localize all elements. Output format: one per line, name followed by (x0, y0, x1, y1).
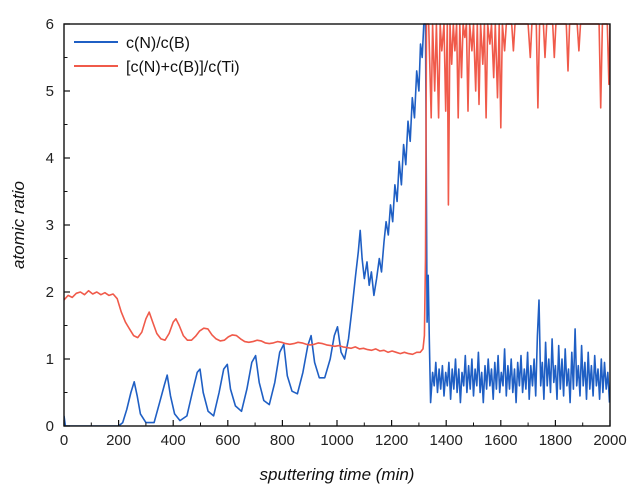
plot-area (63, 23, 611, 427)
x-tick-label: 1600 (484, 432, 517, 449)
x-tick-label: 800 (270, 432, 295, 449)
y-tick-label: 6 (46, 16, 54, 33)
y-tick-label: 4 (46, 150, 54, 167)
x-axis: 0 200 400 600 800 1000 1200 1400 1600 1800 2000 (60, 420, 627, 449)
x-tick-label: 2000 (593, 432, 626, 449)
x-tick-label: 1400 (430, 432, 463, 449)
series-line-c-n-over-c-b (64, 23, 610, 426)
legend-entry-cn-cb: c(N)/c(B) (126, 35, 190, 52)
x-tick-label: 600 (215, 432, 240, 449)
y-axis-title: atomic ratio (9, 181, 28, 269)
y-tick-label: 3 (46, 217, 54, 234)
legend: c(N)/c(B) [c(N)+c(B)]/c(Ti) (74, 35, 240, 76)
x-tick-label: 1000 (320, 432, 353, 449)
y-tick-label: 5 (46, 83, 54, 100)
series-line-c-n-plus-c-b-over-c-ti (64, 23, 610, 356)
x-tick-label: 1800 (539, 432, 572, 449)
y-tick-label: 1 (46, 351, 54, 368)
y-axis: 0 1 2 3 4 5 6 (46, 16, 70, 435)
x-axis-title: sputtering time (min) (260, 465, 415, 484)
y-tick-label: 0 (46, 418, 54, 435)
y-tick-label: 2 (46, 284, 54, 301)
legend-entry-cn-cb-cti: [c(N)+c(B)]/c(Ti) (126, 59, 240, 76)
x-tick-label: 1200 (375, 432, 408, 449)
x-tick-label: 0 (60, 432, 68, 449)
x-tick-label: 400 (161, 432, 186, 449)
x-tick-label: 200 (106, 432, 131, 449)
